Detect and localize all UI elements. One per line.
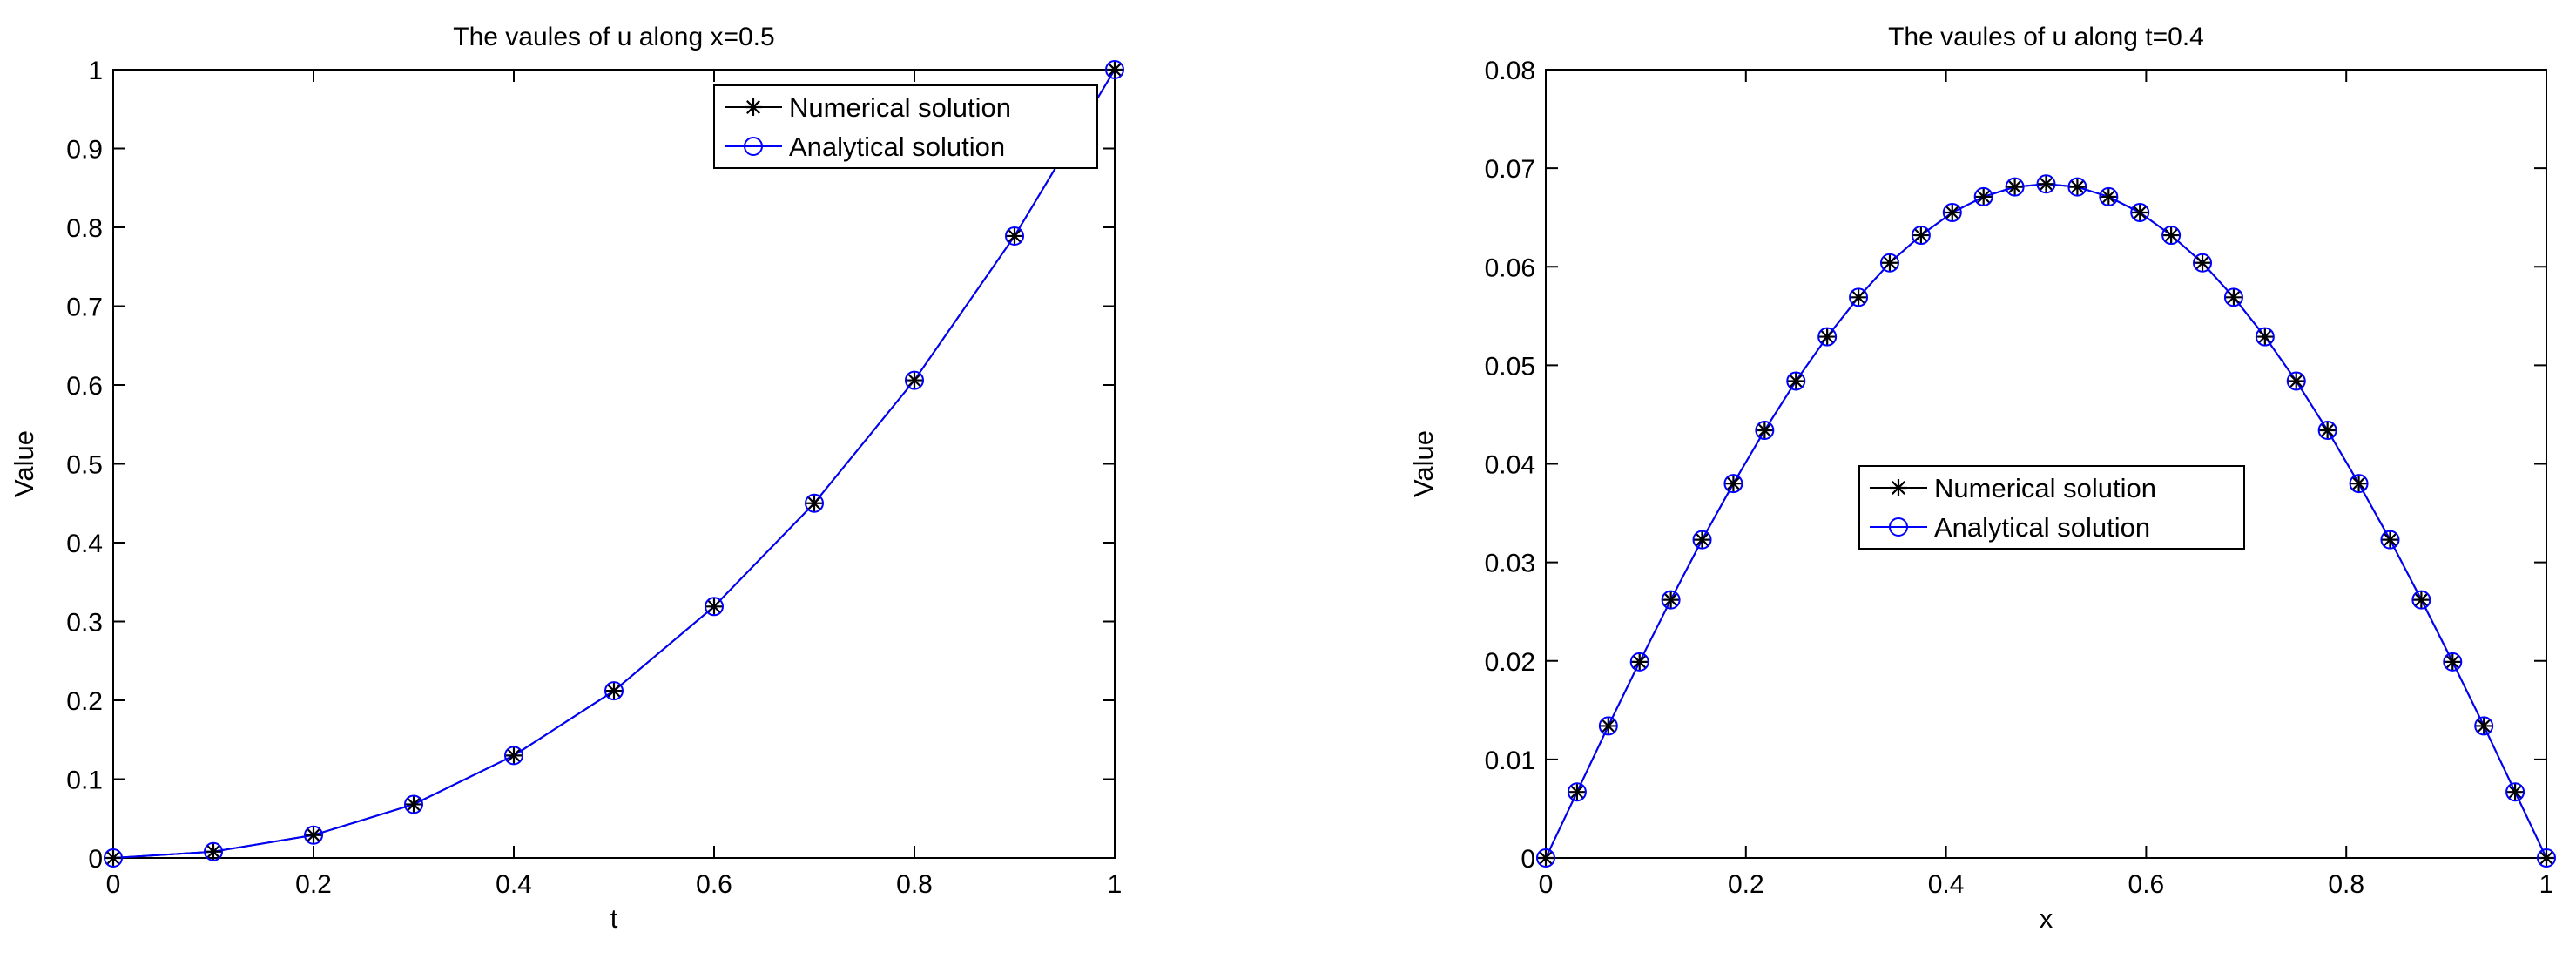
x-tick-label: 0.8	[896, 870, 933, 899]
y-tick-label: 0.5	[66, 451, 103, 480]
y-axis-label: Value	[9, 430, 39, 497]
y-tick-label: 0.1	[66, 767, 103, 795]
y-tick-label: 1	[88, 57, 103, 85]
legend-marker-asterisk	[745, 98, 762, 116]
x-tick-label: 0.2	[295, 870, 332, 899]
x-tick-label: 0	[106, 870, 121, 899]
x-tick-label: 0.6	[696, 870, 732, 899]
x-axis-label: x	[2040, 903, 2053, 934]
chart-panel-1: 0 0.2 0.4 0.6 0.8 1 0 0.1 0.2 0.3 0.4 0.5 0.6 0.7 0.8 0…	[9, 23, 1123, 934]
legend: Numerical solution Analytical solution	[714, 85, 1097, 168]
x-tick-label: 0.2	[1728, 870, 1764, 899]
y-tick-label: 0.2	[66, 687, 103, 716]
y-tick-label: 0.06	[1485, 253, 1535, 282]
legend: Numerical solution Analytical solution	[1859, 466, 2244, 549]
y-tick-label: 0.03	[1485, 550, 1535, 578]
y-tick-label: 0.7	[66, 294, 103, 322]
x-tick-label: 0.4	[496, 870, 532, 899]
x-tick-label: 0.4	[1928, 870, 1965, 899]
legend-label: Analytical solution	[789, 132, 1005, 162]
legend-label: Analytical solution	[1934, 512, 2150, 543]
legend-label: Numerical solution	[789, 92, 1011, 123]
chart-title: The vaules of u along t=0.4	[1888, 23, 2204, 51]
y-tick-label: 0.9	[66, 136, 103, 165]
y-tick-label: 0.05	[1485, 352, 1535, 381]
x-axis-label: t	[610, 903, 618, 934]
x-tick-label: 0.6	[2128, 870, 2165, 899]
y-tick-label: 0.04	[1485, 451, 1535, 480]
y-tick-label: 0.02	[1485, 648, 1535, 677]
chart-panel-2: 0 0.2 0.4 0.6 0.8 1 0 0.01 0.02 0.03 0.04 0.05 0.06 0…	[1408, 23, 2555, 934]
legend-label: Numerical solution	[1934, 473, 2156, 503]
y-tick-label: 0.08	[1485, 57, 1535, 85]
legend-marker-asterisk	[1890, 479, 1907, 496]
x-tick-label: 1	[2539, 870, 2554, 899]
y-tick-label: 0.8	[66, 214, 103, 243]
y-tick-label: 0.01	[1485, 746, 1535, 775]
x-tick-label: 0	[1539, 870, 1554, 899]
chart-title: The vaules of u along x=0.5	[453, 23, 774, 51]
axes-box	[113, 70, 1115, 858]
y-tick-label: 0.3	[66, 609, 103, 638]
x-tick-label: 1	[1108, 870, 1123, 899]
y-tick-label: 0	[1521, 845, 1535, 874]
y-tick-label: 0.4	[66, 530, 103, 558]
y-tick-label: 0.6	[66, 372, 103, 401]
y-axis-label: Value	[1408, 430, 1439, 497]
x-tick-label: 0.8	[2328, 870, 2364, 899]
y-tick-label: 0.07	[1485, 155, 1535, 184]
y-tick-label: 0	[88, 845, 103, 874]
